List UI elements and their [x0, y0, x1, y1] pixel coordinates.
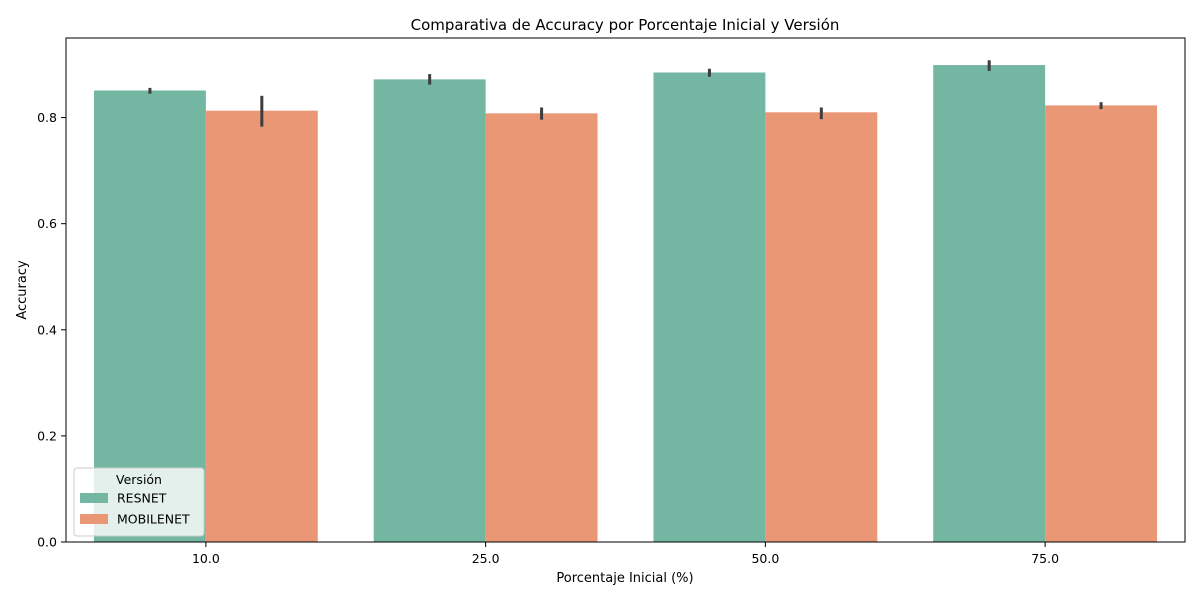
axes-layer: 10.0 25.0 50.0 75.0 0.0 0.2 0.4 0.6 0.8	[37, 37, 1186, 566]
y-tick-label: 0.8	[37, 110, 57, 125]
legend-title: Versión	[116, 472, 162, 487]
bar-mobilenet-50.0	[765, 112, 878, 542]
x-tick-label: 10.0	[192, 551, 220, 566]
bar-resnet-25.0	[373, 79, 486, 543]
bar-resnet-75.0	[933, 65, 1046, 543]
legend-label-mobilenet: MOBILENET	[117, 512, 190, 527]
legend-swatch-mobilenet	[80, 514, 108, 524]
y-axis-title: Accuracy	[15, 260, 30, 320]
y-tick-label: 0.6	[37, 216, 57, 231]
legend-label-resnet: RESNET	[117, 491, 167, 506]
bar-resnet-50.0	[653, 72, 766, 543]
legend-swatch-resnet	[80, 493, 108, 503]
chart-title: Comparativa de Accuracy por Porcentaje I…	[411, 16, 840, 34]
plot-frame	[65, 37, 1186, 543]
x-tick-label: 25.0	[472, 551, 500, 566]
bar-mobilenet-25.0	[485, 113, 598, 542]
legend: Versión RESNET MOBILENET	[73, 467, 205, 537]
bar-mobilenet-10.0	[205, 110, 318, 543]
bar-mobilenet-75.0	[1045, 105, 1158, 543]
x-tick-label: 75.0	[1031, 551, 1059, 566]
bars-layer	[93, 65, 1158, 543]
y-tick-label: 0.0	[37, 535, 57, 550]
x-tick-label: 50.0	[751, 551, 779, 566]
y-tick-label: 0.4	[37, 322, 57, 337]
bar-resnet-10.0	[93, 90, 206, 543]
error-bars-layer	[148, 60, 1103, 127]
y-tick-label: 0.2	[37, 428, 57, 443]
x-axis-title: Porcentaje Inicial (%)	[556, 571, 693, 586]
